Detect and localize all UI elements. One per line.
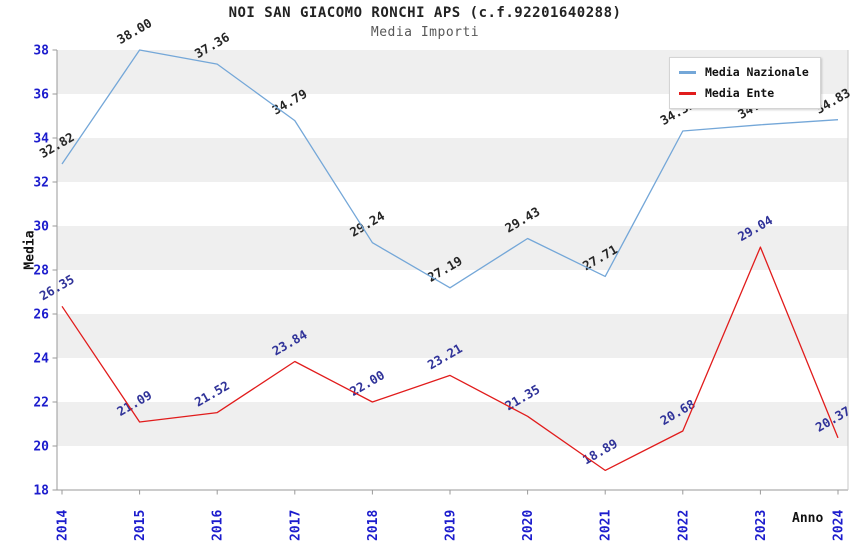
y-tick-label: 28 xyxy=(33,264,49,279)
x-tick-label: 2024 xyxy=(832,510,847,541)
y-tick-label: 38 xyxy=(33,44,49,59)
chart-title: NOI SAN GIACOMO RONCHI APS (c.f.92201640… xyxy=(228,5,622,21)
plot-band xyxy=(57,358,848,402)
plot-band xyxy=(57,182,848,226)
y-axis-title: Media xyxy=(22,230,38,270)
y-tick-label: 36 xyxy=(33,88,49,103)
legend-label-ente: Media Ente xyxy=(705,86,775,100)
legend-line-swatch-ente xyxy=(679,91,696,95)
plot-band xyxy=(57,226,848,270)
legend-item-media-nazionale: Media Nazionale xyxy=(679,65,809,79)
x-tick-label: 2020 xyxy=(521,510,536,541)
series-line-media-ente xyxy=(61,246,839,472)
plot-band xyxy=(57,270,848,314)
chart-subtitle: Media Importi xyxy=(370,25,480,40)
x-tick-label: 2019 xyxy=(444,510,459,541)
x-tick-label: 2023 xyxy=(754,510,769,541)
y-tick-label: 32 xyxy=(33,176,49,191)
legend: Media Nazionale Media Ente xyxy=(669,57,821,109)
y-tick-label: 18 xyxy=(33,484,49,499)
x-tick-label: 2015 xyxy=(133,510,148,541)
x-tick-label: 2016 xyxy=(211,510,226,541)
plot-band xyxy=(57,446,848,490)
y-tick-label: 30 xyxy=(33,220,49,235)
legend-item-media-ente: Media Ente xyxy=(679,86,809,100)
x-tick-label: 2022 xyxy=(676,510,691,541)
y-tick-label: 20 xyxy=(33,440,49,455)
y-tick-label: 24 xyxy=(33,352,49,367)
series-line-media-nazionale xyxy=(61,49,839,289)
y-tick-label: 22 xyxy=(33,396,49,411)
x-tick-label: 2017 xyxy=(288,510,303,541)
x-tick-label: 2021 xyxy=(599,510,614,541)
plot-band xyxy=(57,402,848,446)
y-tick-label: 26 xyxy=(33,308,49,323)
x-tick-label: 2014 xyxy=(56,510,71,541)
legend-label-nazionale: Media Nazionale xyxy=(705,65,809,79)
plot-band xyxy=(57,138,848,182)
data-point-label: 38.00 xyxy=(114,15,154,47)
y-tick-label: 34 xyxy=(33,132,49,147)
x-tick-label: 2018 xyxy=(366,510,381,541)
x-axis-title: Anno xyxy=(792,511,824,526)
legend-line-swatch-nazionale xyxy=(679,70,696,74)
